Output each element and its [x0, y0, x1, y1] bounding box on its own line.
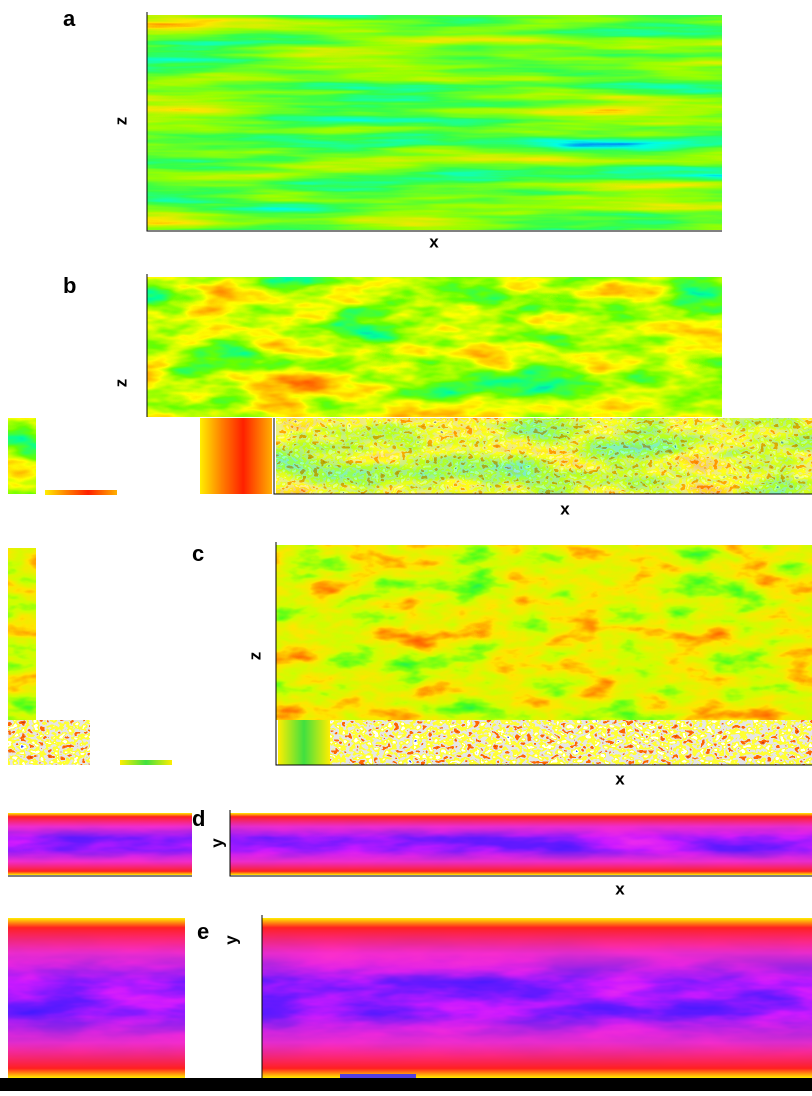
glitch-strip	[340, 1074, 416, 1078]
wall-layer	[230, 813, 812, 875]
axis-label: x	[615, 879, 625, 898]
page: a z x b z x c z x d y x e y (() => { con…	[0, 0, 812, 1091]
contour-field	[276, 545, 812, 720]
panel-label: e	[197, 919, 209, 944]
glitch-strip	[200, 418, 272, 494]
axis-label: x	[615, 769, 625, 788]
axis-label: x	[560, 499, 570, 518]
contour-field	[8, 720, 90, 765]
axis-label: z	[111, 117, 130, 126]
contour-field	[276, 418, 812, 494]
axis-label: z	[111, 379, 130, 388]
contour-field	[330, 720, 812, 765]
glitch-strip	[120, 760, 172, 765]
axis-label: z	[245, 652, 264, 661]
glitch-strip	[278, 720, 330, 765]
axis-label: y	[207, 838, 226, 848]
contour-field	[8, 548, 36, 720]
wall-layer	[262, 918, 812, 1078]
axis-label: x	[429, 232, 439, 251]
panel-label: b	[63, 273, 76, 298]
contour-field	[147, 277, 722, 417]
axis-label: y	[221, 935, 240, 945]
panel-label: c	[192, 541, 204, 566]
wall-layer	[8, 918, 185, 1078]
panel-label: d	[192, 806, 205, 831]
contour-field	[147, 15, 722, 230]
contour-field	[8, 418, 36, 494]
bottom-bar	[0, 1078, 812, 1091]
glitch-strip	[45, 490, 117, 495]
figure: a z x b z x c z x d y x e y	[0, 0, 812, 1091]
panel-label: a	[63, 6, 76, 31]
wall-layer	[8, 813, 192, 875]
